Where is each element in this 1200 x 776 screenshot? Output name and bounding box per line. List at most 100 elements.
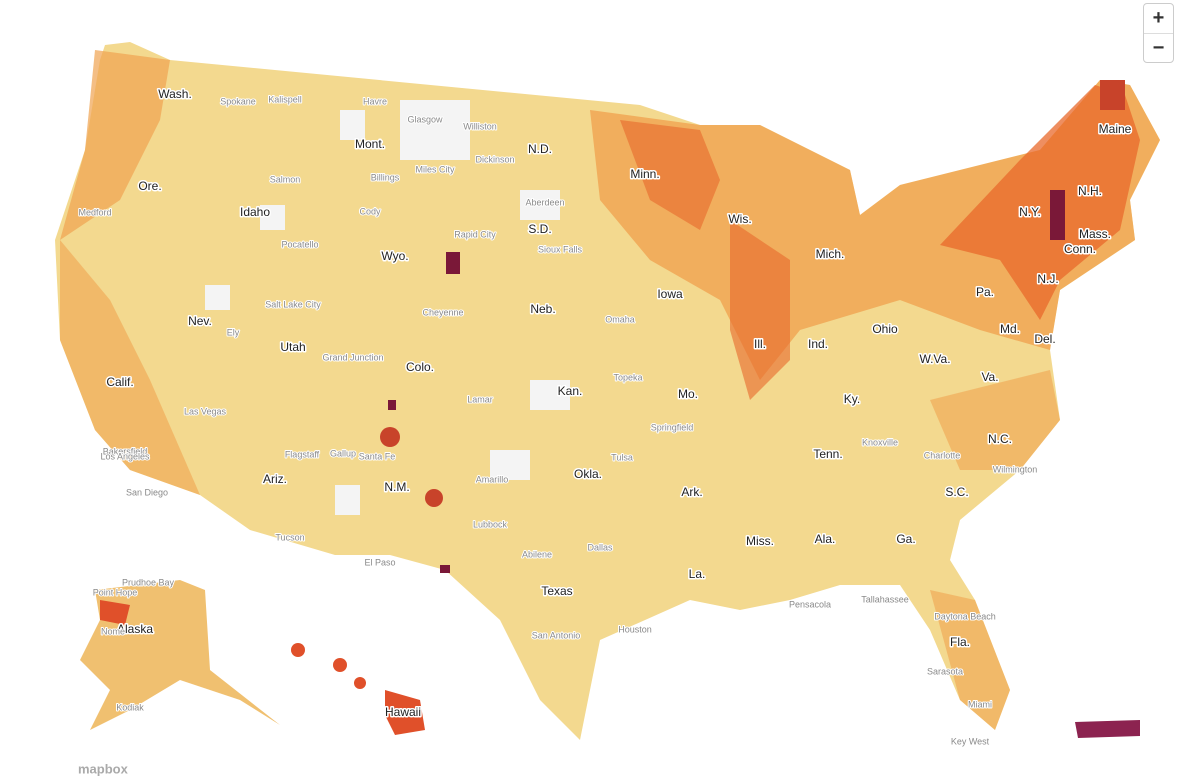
city-label: Pensacola <box>789 599 831 609</box>
city-label: Spokane <box>220 96 256 106</box>
city-label: San Antonio <box>532 630 581 640</box>
city-label: Cheyenne <box>422 307 463 317</box>
city-label: Prudhoe Bay <box>122 577 175 587</box>
city-label: Billings <box>371 172 400 182</box>
zoom-out-button[interactable]: − <box>1144 33 1173 63</box>
city-label: Miles City <box>415 164 455 174</box>
city-label: Nome <box>101 626 125 636</box>
hawaii <box>291 643 425 735</box>
state-label: N.Y. <box>1019 205 1041 219</box>
state-label: Ariz. <box>263 472 287 486</box>
city-label: Flagstaff <box>285 449 320 459</box>
state-label: Wyo. <box>381 249 408 263</box>
city-label: Aberdeen <box>525 197 564 207</box>
city-label: Dickinson <box>475 154 514 164</box>
city-label: Medford <box>78 207 111 217</box>
state-label: Mont. <box>355 137 385 151</box>
state-label: Pa. <box>976 285 994 299</box>
state-label: Wis. <box>728 212 751 226</box>
state-label: Ind. <box>808 337 828 351</box>
city-label: Rapid City <box>454 229 496 239</box>
city-label: Lubbock <box>473 519 508 529</box>
state-label: Md. <box>1000 322 1020 336</box>
city-label: Glasgow <box>407 114 443 124</box>
state-label: Nev. <box>188 314 212 328</box>
state-label: Calif. <box>106 375 133 389</box>
city-label: Amarillo <box>476 474 509 484</box>
state-label: Conn. <box>1064 242 1096 256</box>
state-label: W.Va. <box>919 352 950 366</box>
city-label: Tallahassee <box>861 594 909 604</box>
city-label: Knoxville <box>862 437 898 447</box>
city-label: Daytona Beach <box>934 611 996 621</box>
state-label: Ore. <box>138 179 161 193</box>
city-label: Las Vegas <box>184 406 227 416</box>
city-label: San Diego <box>126 487 168 497</box>
land <box>55 42 1160 740</box>
state-label: Miss. <box>746 534 774 548</box>
city-label: Ely <box>227 327 240 337</box>
state-labels: Wash. Mont. N.D. Minn. Maine Ore. Idaho Wyo. S.D… <box>105 86 1133 721</box>
state-label: N.M. <box>384 480 409 494</box>
state-label: La. <box>689 567 706 581</box>
city-label: Miami <box>968 699 992 709</box>
state-label: N.C. <box>988 432 1012 446</box>
city-label: Los Angeles <box>100 451 150 461</box>
city-label: Houston <box>618 624 652 634</box>
state-label: N.D. <box>528 142 552 156</box>
state-label: Va. <box>981 370 998 384</box>
zoom-in-button[interactable]: + <box>1152 7 1165 29</box>
state-label: Texas <box>541 584 572 598</box>
state-label: Fla. <box>950 635 970 649</box>
state-label: Del. <box>1034 332 1055 346</box>
city-label: Point Hope <box>93 587 138 597</box>
city-label: Santa Fe <box>359 451 396 461</box>
city-label: Sarasota <box>927 666 963 676</box>
state-label: Tenn. <box>813 447 842 461</box>
city-label: El Paso <box>364 557 395 567</box>
state-label: Ga. <box>896 532 915 546</box>
state-label: Hawaii <box>385 705 421 719</box>
puerto-rico <box>1075 720 1140 738</box>
state-label: Ala. <box>815 532 836 546</box>
state-label: Kan. <box>558 384 583 398</box>
state-label: N.H. <box>1078 184 1102 198</box>
state-label: Mo. <box>678 387 698 401</box>
city-label: Wilmington <box>993 464 1038 474</box>
state-label: Alaska <box>117 622 153 636</box>
city-label: Charlotte <box>924 450 961 460</box>
state-label: Idaho <box>240 205 270 219</box>
city-label: Salmon <box>270 174 301 184</box>
zoom-controls: + − <box>1143 3 1174 63</box>
city-label: Bakersfield <box>103 446 148 456</box>
state-label: Colo. <box>406 360 434 374</box>
city-label: Lamar <box>467 394 493 404</box>
city-labels: Spokane Kalispell Havre Glasgow Williston Bil… <box>77 93 1038 747</box>
attribution: mapbox <box>78 761 129 776</box>
city-label: Pocatello <box>281 239 318 249</box>
state-label: N.J. <box>1037 272 1058 286</box>
city-label: Gallup <box>330 448 356 458</box>
state-label: Ill. <box>754 337 766 351</box>
state-label: Mich. <box>816 247 845 261</box>
state-label: Mass. <box>1079 227 1111 241</box>
state-label: S.D. <box>528 222 551 236</box>
state-label: Neb. <box>530 302 555 316</box>
state-label: Minn. <box>630 167 659 181</box>
state-label: Ohio <box>872 322 898 336</box>
city-label: Havre <box>363 96 387 106</box>
city-label: Kodiak <box>116 702 144 712</box>
city-label: Sioux Falls <box>538 244 583 254</box>
state-label: Wash. <box>158 87 192 101</box>
state-label: Maine <box>1099 122 1132 136</box>
state-label: Okla. <box>574 467 602 481</box>
city-label: Dallas <box>587 542 613 552</box>
city-label: Omaha <box>605 314 635 324</box>
city-label: Tucson <box>275 532 304 542</box>
alaska <box>80 580 280 730</box>
state-label: Ky. <box>844 392 860 406</box>
city-label: Key West <box>951 736 990 746</box>
state-label: Iowa <box>657 287 683 301</box>
